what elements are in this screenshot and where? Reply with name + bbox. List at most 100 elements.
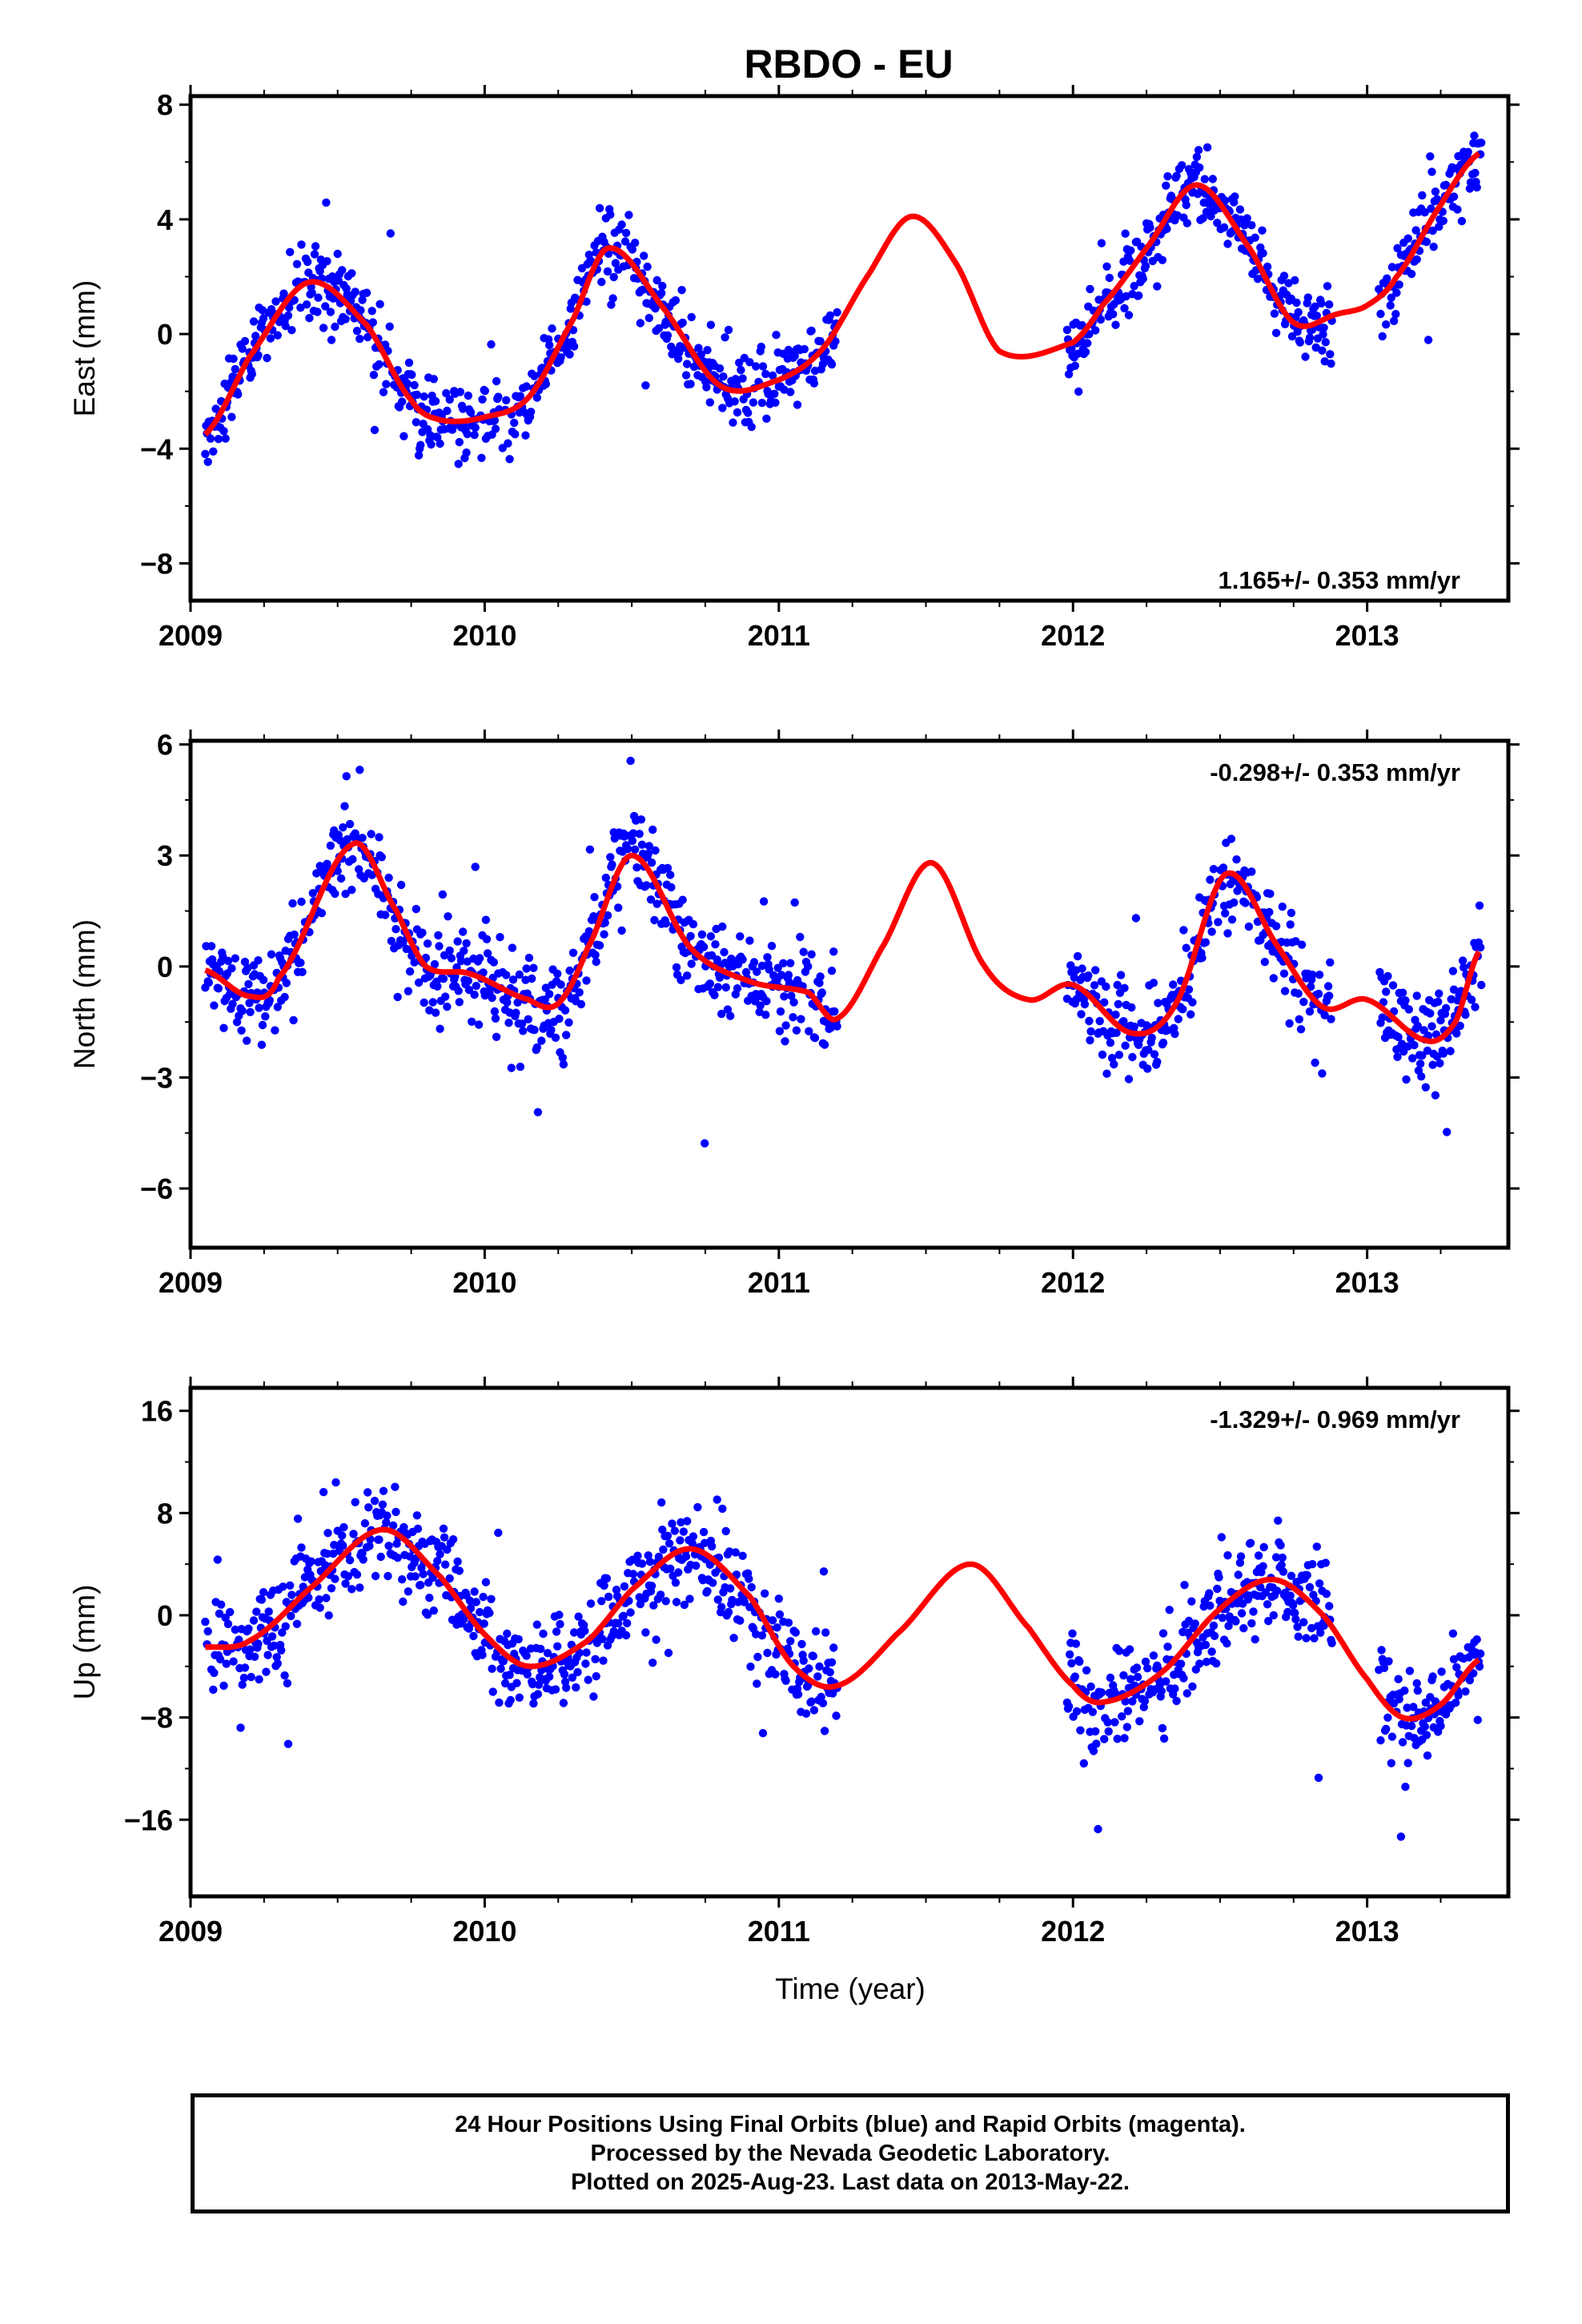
data-point [678,895,687,904]
data-point [273,331,282,340]
data-point [759,897,769,906]
data-point [833,1022,841,1031]
data-point [1470,131,1479,140]
data-point [1123,1707,1133,1715]
data-point [1180,1581,1189,1590]
data-point [425,1594,434,1602]
data-point [1241,899,1250,907]
data-point [358,1549,367,1558]
data-point [273,1003,282,1011]
data-point [1327,359,1335,368]
data-point [816,336,825,346]
data-point [1184,985,1194,994]
data-point [1221,196,1230,205]
data-point [1237,1609,1247,1618]
data-point [386,229,395,238]
data-point [665,1539,674,1548]
data-point [1207,1647,1216,1656]
data-point [1305,1582,1315,1592]
data-point [1236,1552,1246,1561]
data-point [697,350,705,359]
data-point [1398,1738,1407,1747]
data-point [1207,927,1216,936]
data-point [1119,1671,1128,1680]
rate-annotation: 1.165+/- 0.353 mm/yr [1219,566,1460,594]
data-point [1258,226,1267,235]
data-point [628,829,638,838]
data-point [1251,1634,1259,1644]
data-point [1102,982,1110,991]
data-point [784,1618,793,1627]
data-point [1198,953,1207,963]
data-point [1125,1645,1134,1654]
data-point [656,1590,665,1599]
y-tick-label: −8 [140,547,173,580]
data-point [1100,1735,1109,1743]
data-point [490,416,500,425]
data-point [231,1625,239,1634]
data-point [658,1526,667,1534]
data-point [586,1599,596,1608]
data-point [1095,1016,1104,1026]
data-point [1287,908,1296,918]
data-point [440,1533,449,1542]
data-point [1278,1553,1287,1562]
y-tick-label: 8 [157,89,173,122]
data-point [237,1026,246,1035]
data-point [469,1631,478,1641]
data-point [685,1594,694,1603]
data-point [470,430,479,440]
data-point [491,1014,500,1023]
data-point [652,899,661,908]
data-point [703,346,712,355]
data-point [740,1598,749,1606]
data-point [813,1672,822,1681]
data-point [768,371,777,380]
data-point [272,1653,281,1662]
y-axis-label: North (mm) [68,919,101,1069]
data-point [1319,330,1327,339]
data-point [363,1488,372,1497]
data-point [744,408,753,417]
x-tick-label: 2009 [159,1266,223,1299]
data-point [280,992,289,1002]
data-point [1398,988,1407,997]
data-point [1086,1035,1094,1045]
data-point [1422,1731,1431,1739]
data-point [827,360,837,369]
data-point [391,925,400,934]
data-point [1292,298,1301,308]
data-point [485,1608,494,1618]
data-point [528,1679,537,1689]
data-point [371,1571,380,1581]
plot-frame [188,1385,1511,1899]
data-point [283,311,293,320]
data-point [1308,1560,1317,1569]
data-point [1435,989,1443,998]
data-point [628,836,637,846]
data-point [1432,1052,1442,1061]
data-point [741,967,751,977]
data-point [1439,216,1448,225]
data-point [317,909,327,918]
data-point [1232,855,1241,864]
data-point [562,1683,571,1692]
data-point [250,1652,259,1661]
data-point [1434,997,1443,1007]
data-point [1179,1674,1188,1683]
data-point [683,360,692,368]
data-point [219,1681,228,1691]
data-point [1280,987,1290,995]
data-point [718,404,727,412]
data-point [562,1031,571,1039]
data-point [633,1551,642,1560]
data-point [692,1561,701,1570]
data-point [382,1518,391,1527]
data-point [641,381,650,390]
data-point [333,249,342,259]
data-point [752,362,761,371]
data-point [349,1530,358,1538]
data-point [770,389,779,398]
data-point [689,1532,698,1541]
data-point [781,1676,790,1685]
